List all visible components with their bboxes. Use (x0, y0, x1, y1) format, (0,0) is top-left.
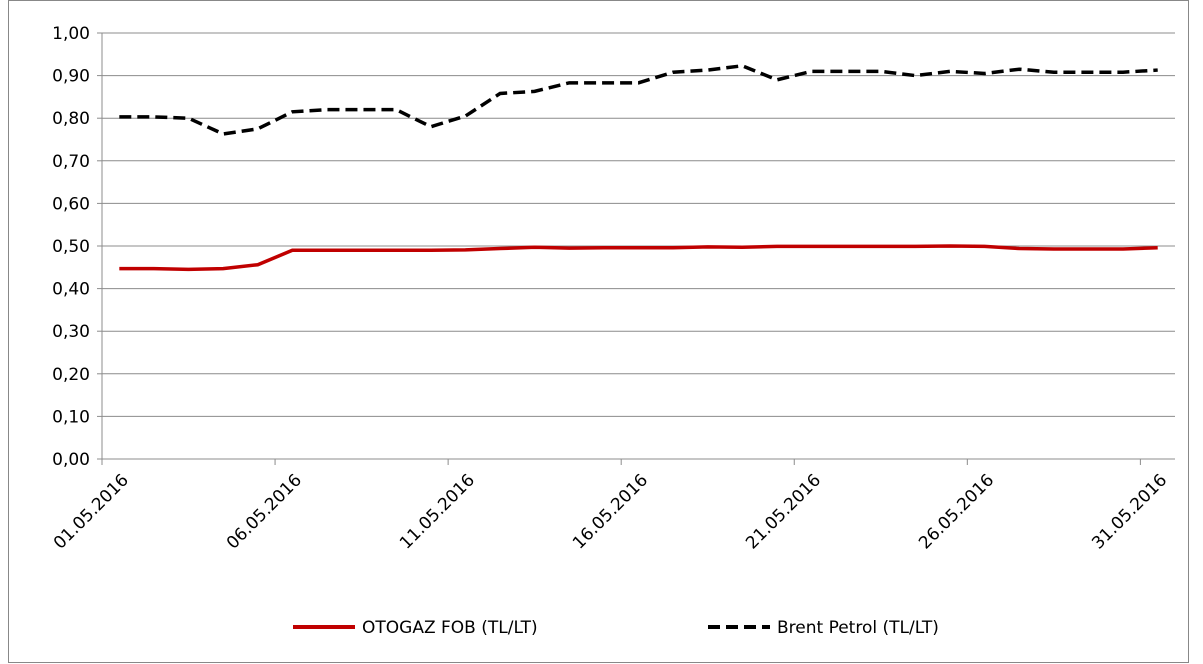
y-tick-label: 0,90 (52, 67, 90, 87)
y-tick-label: 0,30 (52, 322, 90, 342)
legend-label: Brent Petrol (TL/LT) (777, 618, 939, 638)
y-tick-label: 0,80 (52, 109, 90, 129)
y-tick-label: 0,40 (52, 280, 90, 300)
y-tick-label: 0,00 (52, 450, 90, 470)
y-tick-label: 0,10 (52, 407, 90, 427)
legend-label: OTOGAZ FOB (TL/LT) (362, 618, 538, 638)
y-tick-label: 1,00 (52, 24, 90, 44)
series-line (119, 64, 1158, 136)
y-tick-label: 0,70 (52, 152, 90, 172)
y-tick-label: 0,20 (52, 365, 90, 385)
series-line (119, 244, 1158, 272)
y-tick-label: 0,50 (52, 237, 90, 257)
y-tick-label: 0,60 (52, 194, 90, 214)
